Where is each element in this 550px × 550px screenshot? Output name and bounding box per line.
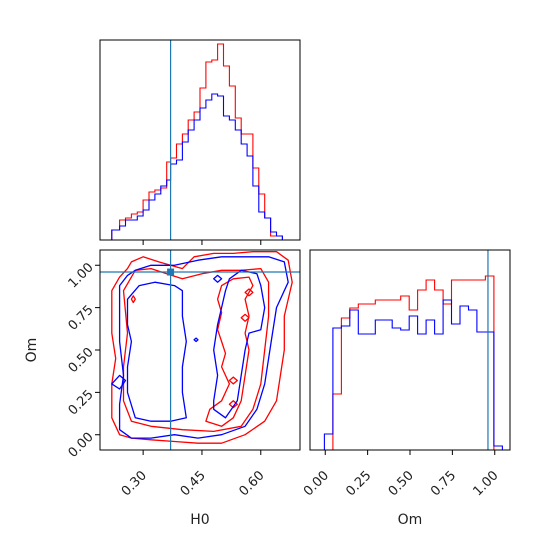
h0-histogram-frame (99, 39, 301, 241)
contour-series-1-level-6 (240, 313, 250, 322)
contour-series-1-level-3 (205, 276, 254, 427)
h0-om-contour-marks (100, 250, 300, 450)
x-axis-label-h0: H0 (190, 512, 209, 528)
om-histogram-series-2 (323, 299, 503, 450)
om-histogram-marks (323, 250, 503, 450)
contour-series-2-level-5 (213, 274, 223, 283)
h0-om-contour-panel (99, 249, 301, 451)
contour-series-1-level-7 (244, 288, 254, 297)
truth-point-marker (167, 268, 175, 276)
axis-ticks (95, 240, 496, 455)
contour-series-2-level-2 (126, 281, 187, 422)
y-axis-label-om: Om (24, 338, 40, 363)
x-axis-label-om: Om (398, 512, 423, 528)
h0-histogram-series-2 (111, 93, 283, 240)
h0-histogram-marks (111, 40, 283, 240)
contour-series-1-level-5 (228, 400, 238, 409)
contour-series-2-level-3 (213, 269, 266, 419)
h0-histogram-panel (99, 39, 301, 241)
contour-series-1-level-2 (122, 267, 270, 433)
contour-series-1-level-4 (130, 295, 136, 304)
contour-series-1-level-8 (228, 376, 238, 385)
om-histogram-panel (309, 249, 511, 451)
contour-series-1-level-1 (111, 251, 293, 444)
contour-series-2-level-1 (118, 256, 289, 439)
contour-series-2-level-6 (193, 337, 199, 343)
contour-series-2-level-4 (111, 374, 127, 390)
h0-histogram-series-1 (111, 43, 283, 240)
